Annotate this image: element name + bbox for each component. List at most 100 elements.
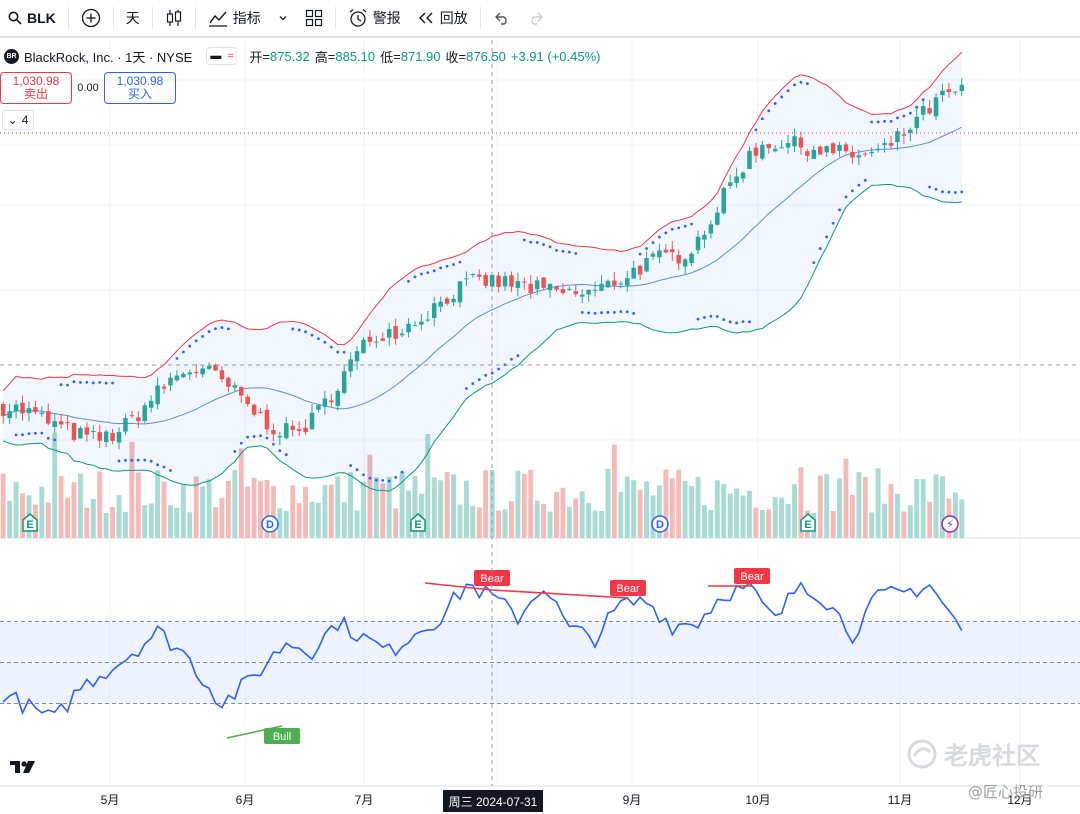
replay-button[interactable]: 回放 <box>409 0 476 36</box>
sell-price: 1,030.98 <box>12 74 60 88</box>
buy-button[interactable]: 1,030.98 买入 <box>104 72 176 104</box>
candle-body <box>348 359 353 372</box>
sar-dot <box>284 453 288 456</box>
candle-body <box>747 150 752 169</box>
watermark-author: @匠心投研 <box>968 783 1044 801</box>
divider <box>151 7 153 29</box>
sar-dot <box>323 340 327 344</box>
volume-bar <box>959 499 965 538</box>
sar-dot <box>799 80 803 84</box>
sar-dot <box>561 249 565 253</box>
candle-body <box>785 143 791 148</box>
candle-body <box>547 283 553 291</box>
candle-body <box>850 151 855 158</box>
sar-dot <box>317 337 320 341</box>
event-label: D <box>656 519 664 531</box>
sar-dot <box>53 438 57 442</box>
top-toolbar: BLK 天 指标 警报 <box>0 0 1080 38</box>
sar-dot <box>896 116 899 120</box>
sar-dot <box>272 442 275 446</box>
sar-dot <box>111 381 114 385</box>
sar-dot <box>21 433 24 437</box>
volume-bar <box>753 507 759 538</box>
sar-dot <box>72 380 76 384</box>
volume-bar <box>251 478 257 538</box>
sar-dot <box>600 311 603 315</box>
sell-button[interactable]: 1,030.98 卖出 <box>0 72 72 104</box>
candle-body <box>284 423 289 439</box>
candle-body <box>920 106 926 115</box>
volume-bar <box>740 495 746 538</box>
candle-body <box>869 151 874 154</box>
event-house <box>22 513 38 532</box>
alert-button[interactable]: 警报 <box>340 0 409 36</box>
volume-bar <box>412 475 418 538</box>
candle-body <box>740 172 746 179</box>
candle-body <box>567 288 572 290</box>
volume-bar <box>142 505 148 538</box>
sar-dot <box>201 335 205 338</box>
sar-dot <box>574 252 578 255</box>
change-value: +3.91 (+0.45%) <box>510 48 601 64</box>
indicators-collapse-button[interactable]: ⌄ 4 <box>2 110 34 130</box>
volume-bar <box>238 448 244 538</box>
chart-type-button[interactable] <box>157 0 191 36</box>
candle-body <box>927 108 932 114</box>
sar-dot <box>632 312 636 315</box>
volume-bar <box>476 507 482 538</box>
volume-bar <box>862 477 868 538</box>
undo-icon <box>493 11 511 25</box>
candle-body <box>483 275 488 286</box>
redo-button[interactable] <box>519 0 553 36</box>
candle-body <box>329 400 334 403</box>
candle-body <box>534 280 540 290</box>
volume-bar <box>393 508 399 538</box>
sar-dot <box>149 459 153 463</box>
undo-button[interactable] <box>485 0 519 36</box>
candle-body <box>605 280 611 288</box>
candle-body <box>451 298 456 303</box>
sar-dot <box>535 241 539 244</box>
divergence-text: Bull <box>273 731 291 743</box>
volume-bar <box>463 480 469 538</box>
volume-bar <box>444 472 450 538</box>
sar-dot <box>79 380 82 384</box>
divergence-text: Bear <box>740 571 764 583</box>
candle-body <box>599 283 604 291</box>
sar-dot <box>85 380 89 384</box>
candle-body <box>618 283 624 285</box>
templates-dropdown[interactable] <box>269 0 297 36</box>
volume-bar <box>373 477 379 538</box>
sar-dot <box>786 89 790 93</box>
sar-dot <box>14 433 18 437</box>
sar-dot <box>374 478 378 482</box>
legend-toggle[interactable]: ▬ ≈ <box>206 47 238 65</box>
volume-bar <box>521 473 527 538</box>
sar-dot <box>136 458 140 462</box>
layout-button[interactable] <box>297 0 331 36</box>
volume-bar <box>682 480 688 538</box>
sar-dot <box>117 459 121 463</box>
volume-bar <box>721 483 727 538</box>
event-marker-E: E <box>410 513 426 532</box>
candle-body <box>644 258 649 272</box>
volume-bar <box>534 500 540 538</box>
divergence-line <box>424 582 493 591</box>
interval-button[interactable]: 天 <box>118 0 148 36</box>
divergence-line <box>491 589 629 599</box>
sar-dot <box>542 243 546 246</box>
sar-dot <box>670 227 674 231</box>
candle-body <box>419 321 424 325</box>
compare-button[interactable] <box>73 0 109 36</box>
symbol-search[interactable]: BLK <box>0 0 64 36</box>
candle-body <box>206 365 212 369</box>
candle-body <box>219 370 225 380</box>
candle-body <box>689 253 694 264</box>
volume-bar <box>547 511 553 538</box>
volume-bar <box>348 472 354 538</box>
sar-dot <box>355 468 359 472</box>
event-circle <box>941 515 959 533</box>
indicators-button[interactable]: 指标 <box>200 0 269 36</box>
volume-bar <box>927 501 933 538</box>
